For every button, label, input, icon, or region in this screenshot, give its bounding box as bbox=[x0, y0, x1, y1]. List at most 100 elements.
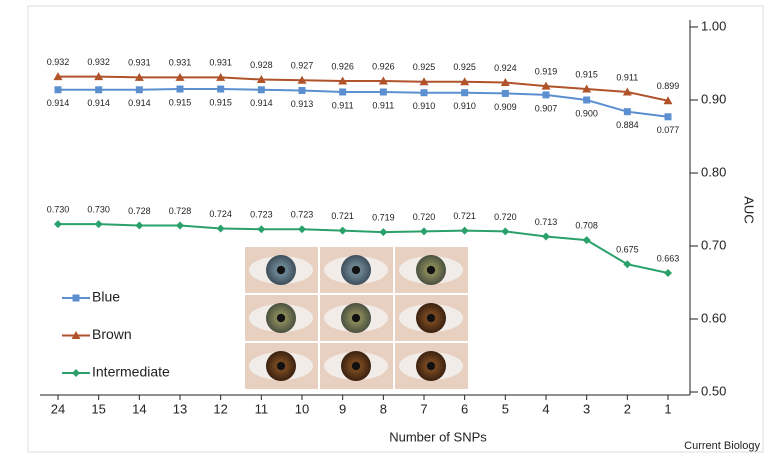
value-label: 0.723 bbox=[250, 210, 273, 220]
value-label: 0.713 bbox=[535, 217, 558, 227]
marker bbox=[73, 295, 80, 302]
x-tick-label: 4 bbox=[542, 401, 549, 416]
value-label: 0.914 bbox=[128, 98, 151, 108]
credit: Current Biology bbox=[684, 440, 760, 452]
marker bbox=[379, 228, 387, 236]
marker bbox=[665, 113, 672, 120]
marker bbox=[217, 86, 224, 93]
value-label: 0.728 bbox=[169, 206, 192, 216]
value-label: 0.913 bbox=[291, 99, 314, 109]
value-label: 0.910 bbox=[413, 101, 436, 111]
marker bbox=[502, 90, 509, 97]
marker bbox=[136, 86, 143, 93]
value-label: 0.931 bbox=[209, 58, 232, 68]
legend-label: Brown bbox=[92, 326, 132, 342]
marker bbox=[624, 108, 631, 115]
marker bbox=[217, 224, 225, 232]
value-label: 0.931 bbox=[169, 58, 192, 68]
value-label: 0.911 bbox=[332, 100, 354, 110]
marker bbox=[501, 227, 509, 235]
legend-label: Intermediate bbox=[92, 364, 170, 380]
value-label: 0.925 bbox=[413, 62, 436, 72]
eye-photos bbox=[244, 246, 470, 390]
marker bbox=[135, 222, 143, 230]
value-label: 0.708 bbox=[575, 221, 598, 231]
x-tick-label: 1 bbox=[664, 401, 671, 416]
value-label: 0.675 bbox=[616, 245, 639, 255]
x-tick-label: 24 bbox=[51, 401, 65, 416]
x-tick-label: 15 bbox=[91, 401, 105, 416]
value-label: 0.915 bbox=[575, 69, 598, 79]
x-tick-label: 10 bbox=[295, 401, 309, 416]
marker bbox=[257, 225, 265, 233]
marker bbox=[461, 227, 469, 235]
y-tick-label: 0.60 bbox=[701, 310, 726, 325]
value-label: 0.927 bbox=[291, 61, 314, 71]
y-tick-label: 0.70 bbox=[701, 237, 726, 252]
marker bbox=[461, 89, 468, 96]
value-label: 0.899 bbox=[657, 81, 680, 91]
y-tick-label: 0.80 bbox=[701, 164, 726, 179]
x-tick-label: 12 bbox=[213, 401, 227, 416]
x-tick-label: 6 bbox=[461, 401, 468, 416]
x-tick-label: 5 bbox=[502, 401, 509, 416]
x-tick-label: 11 bbox=[255, 401, 269, 416]
value-label: 0.663 bbox=[657, 253, 680, 263]
value-label: 0.932 bbox=[47, 57, 70, 67]
marker bbox=[258, 86, 265, 93]
value-label: 0.911 bbox=[372, 100, 394, 110]
value-label: 0.720 bbox=[494, 212, 517, 222]
value-label: 0.730 bbox=[47, 204, 70, 214]
value-label: 0.724 bbox=[209, 209, 232, 219]
value-label: 0.928 bbox=[250, 60, 273, 70]
value-label: 0.728 bbox=[128, 206, 151, 216]
x-tick-label: 13 bbox=[173, 401, 187, 416]
value-label: 0.924 bbox=[494, 63, 517, 73]
value-label: 0.721 bbox=[453, 211, 476, 221]
marker bbox=[176, 222, 184, 230]
x-tick-label: 9 bbox=[339, 401, 346, 416]
value-label: 0.925 bbox=[453, 62, 476, 72]
value-label: 0.926 bbox=[331, 61, 354, 71]
y-tick-label: 0.90 bbox=[701, 91, 726, 106]
marker bbox=[339, 227, 347, 235]
marker bbox=[339, 88, 346, 95]
value-label: 0.926 bbox=[372, 61, 395, 71]
x-tick-label: 2 bbox=[624, 401, 631, 416]
y-axis-label: AUC bbox=[742, 196, 757, 223]
x-tick-label: 14 bbox=[132, 401, 146, 416]
value-label: 0.932 bbox=[87, 57, 110, 67]
marker bbox=[583, 97, 590, 104]
value-label: 0.907 bbox=[535, 103, 558, 113]
marker bbox=[54, 220, 62, 228]
marker bbox=[421, 89, 428, 96]
marker bbox=[177, 86, 184, 93]
value-label: 0.720 bbox=[413, 212, 436, 222]
x-tick-label: 8 bbox=[380, 401, 387, 416]
legend-label: Blue bbox=[92, 289, 120, 305]
value-label: 0.730 bbox=[87, 204, 110, 214]
value-label: 0.914 bbox=[47, 98, 70, 108]
marker bbox=[55, 86, 62, 93]
value-label: 0.721 bbox=[331, 211, 354, 221]
marker bbox=[664, 269, 672, 277]
value-label: 0.909 bbox=[494, 102, 517, 112]
y-tick-label: 1.00 bbox=[701, 18, 726, 33]
marker bbox=[299, 87, 306, 94]
x-axis-label: Number of SNPs bbox=[389, 429, 487, 444]
value-label: 0.900 bbox=[575, 108, 598, 118]
value-label: 0.914 bbox=[250, 98, 273, 108]
value-label: 0.931 bbox=[128, 58, 151, 68]
value-label: 0.914 bbox=[87, 98, 110, 108]
marker bbox=[543, 91, 550, 98]
marker bbox=[72, 369, 80, 377]
x-tick-label: 7 bbox=[420, 401, 427, 416]
value-label: 0.723 bbox=[291, 210, 314, 220]
value-label: 0.910 bbox=[453, 101, 476, 111]
value-label: 0.919 bbox=[535, 67, 558, 77]
value-label: 0.911 bbox=[616, 72, 638, 82]
value-label: 0.077 bbox=[657, 125, 680, 135]
marker bbox=[95, 86, 102, 93]
marker bbox=[380, 88, 387, 95]
value-label: 0.915 bbox=[169, 97, 192, 107]
